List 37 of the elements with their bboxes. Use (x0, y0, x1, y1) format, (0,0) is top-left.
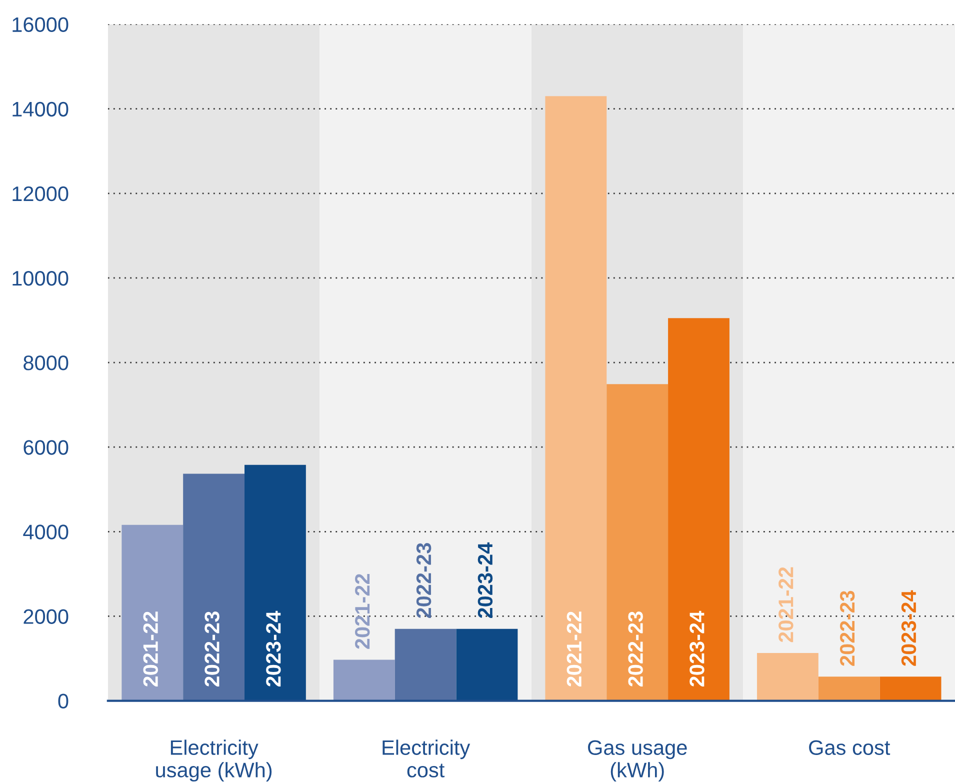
x-tick-label: Gas usage (kWh) (588, 740, 687, 782)
bar (456, 628, 518, 701)
text: 2021-22 (778, 567, 794, 642)
y-tick-label: 8000 (24, 356, 68, 370)
bar (122, 524, 184, 701)
y-tick-label: 10000 (12, 270, 68, 286)
bar (606, 384, 668, 701)
bar (818, 676, 880, 701)
text: 2022-23 (628, 612, 643, 687)
x-tick-label: Gas cost (809, 740, 890, 755)
text: 2023-24 (478, 542, 493, 618)
bar (244, 464, 306, 701)
y-tick-label: 16000 (12, 17, 68, 32)
x-tick-label: Electricity cost (382, 740, 470, 778)
text: 2022-23 (840, 590, 855, 666)
bar (394, 628, 456, 701)
text: 2023-24 (901, 590, 916, 666)
y-tick-label: 6000 (24, 440, 68, 455)
y-tick-label: 14000 (12, 102, 68, 117)
text: 2021-22 (566, 612, 582, 687)
y-tick-label: 2000 (24, 609, 68, 624)
bar (333, 660, 395, 701)
text: 2021-22 (355, 574, 370, 649)
bar (545, 96, 607, 701)
bar (756, 653, 818, 701)
x-tick-label: Electricity usage (kWh) (156, 740, 272, 782)
text: 2022-23 (204, 612, 220, 687)
bar (668, 318, 730, 701)
y-tick-label: 0 (58, 694, 68, 709)
text: 2023-24 (690, 610, 704, 687)
text: 2023-24 (266, 610, 281, 687)
bar (880, 676, 942, 701)
y-tick-label: 12000 (12, 186, 68, 202)
text: 2022-23 (416, 543, 432, 618)
bar (183, 474, 245, 701)
text: 2021-22 (143, 612, 158, 687)
y-tick-label: 4000 (23, 524, 68, 540)
